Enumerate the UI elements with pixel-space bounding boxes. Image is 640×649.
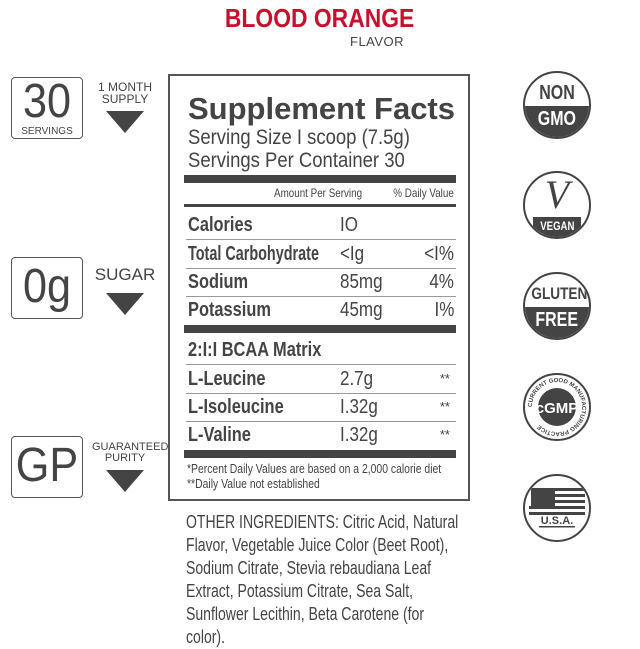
purity-note: GUARANTEED PURITY xyxy=(92,441,169,492)
divider xyxy=(186,268,456,269)
nutrient-dv: <I% xyxy=(424,243,454,265)
nutrient-amount: 85mg xyxy=(340,271,383,293)
col-dv-header: % Daily Value xyxy=(393,186,454,200)
other-ingredients: OTHER INGREDIENTS: Citric Acid, Natural … xyxy=(186,512,459,647)
divider xyxy=(184,204,456,207)
divider xyxy=(184,450,456,458)
nutrient-dv: I% xyxy=(434,299,454,321)
servings-label: SERVINGS xyxy=(21,126,73,137)
ingredient-name: L-Valine xyxy=(188,424,251,446)
divider xyxy=(186,421,456,422)
ingredient-dv: ** xyxy=(439,371,450,386)
nutrient-row: Potassium 45mg I% xyxy=(188,297,454,323)
nutrient-amount: 45mg xyxy=(340,299,383,321)
cgmp-ring: CURRENT GOOD MANUFACTURING PRACTICE cGMP xyxy=(528,378,586,436)
blend-row: L-Leucine 2.7g ** xyxy=(188,366,454,392)
triangle-down-icon xyxy=(106,111,144,133)
ingredient-dv: ** xyxy=(439,427,450,442)
facts-title: Supplement Facts xyxy=(188,91,455,126)
vegan-seal-icon: V VEGAN xyxy=(523,171,591,239)
footnote-dv: *Percent Daily Values are based on a 2,0… xyxy=(187,461,442,476)
nutrient-amount: IO xyxy=(340,214,358,236)
ingredient-name: L-Leucine xyxy=(188,368,266,390)
purity-mark: GP xyxy=(15,439,79,492)
ingredient-amount: I.32g xyxy=(340,396,378,418)
seal-center-text: cGMP xyxy=(536,400,579,417)
non-gmo-seal-icon: NON GMO xyxy=(523,71,591,139)
blend-title: 2:I:I BCAA Matrix xyxy=(188,339,322,361)
ingredient-dv: ** xyxy=(439,399,450,414)
seal-bottom-text: U.S.A. xyxy=(541,515,573,527)
ingredient-amount: 2.7g xyxy=(340,368,374,390)
seal-bottom-text: VEGAN xyxy=(539,219,575,233)
divider xyxy=(184,325,456,333)
sugar-badge: 0g xyxy=(11,257,83,319)
blend-title-row: 2:I:I BCAA Matrix xyxy=(188,337,454,363)
flavor-subtitle: FLAVOR xyxy=(350,34,405,49)
footnote-not-established: **Daily Value not established xyxy=(187,476,320,491)
sugar-note: SUGAR xyxy=(92,266,158,315)
purity-line-2: PURITY xyxy=(104,452,146,464)
divider xyxy=(186,296,456,297)
supply-line-1: 1 MONTH xyxy=(98,80,152,94)
sugar-amount: 0g xyxy=(22,260,72,313)
ingredient-amount: I.32g xyxy=(340,424,378,446)
supplement-facts-panel: Supplement Facts Serving Size I scoop (7… xyxy=(168,74,470,501)
blend-row: L-Valine I.32g ** xyxy=(188,422,454,448)
nutrient-dv: 4% xyxy=(429,271,454,293)
purity-badge: GP xyxy=(11,436,83,498)
seal-bottom-text: FREE xyxy=(535,309,579,331)
triangle-down-icon xyxy=(106,470,144,492)
ingredient-name: L-Isoleucine xyxy=(188,396,284,418)
supply-line-2: SUPPLY xyxy=(101,92,149,106)
gluten-free-seal-icon: GLUTEN FREE xyxy=(523,272,591,340)
nutrient-row: Total Carbohydrate <Ig <I% xyxy=(188,241,454,267)
divider xyxy=(186,239,456,240)
flag-icon: U.S.A. xyxy=(529,488,585,528)
flavor-title: BLOOD ORANGE xyxy=(0,3,640,33)
nutrient-amount: <Ig xyxy=(340,243,365,265)
nutrient-name: Potassium xyxy=(188,299,271,321)
seal-top-text: GLUTEN xyxy=(531,284,588,303)
purity-line-1: GUARANTEED xyxy=(92,441,169,453)
nutrient-name: Calories xyxy=(188,214,253,236)
triangle-down-icon xyxy=(106,293,144,315)
usa-flag-seal-icon: U.S.A. xyxy=(523,474,591,542)
divider xyxy=(186,393,456,394)
servings-per-container: Servings Per Container 30 xyxy=(188,149,405,172)
nutrient-row: Calories IO xyxy=(188,212,454,238)
product-name: BLOOD ORANGE xyxy=(225,3,415,33)
col-amount-header: Amount Per Serving xyxy=(274,186,363,200)
servings-count: 30 xyxy=(22,75,72,128)
seal-band: FREE xyxy=(525,307,589,338)
sugar-label: SUGAR xyxy=(94,265,156,284)
nutrient-name: Total Carbohydrate xyxy=(188,243,319,265)
supply-note: 1 MONTH SUPPLY xyxy=(92,81,158,133)
nutrient-row: Sodium 85mg 4% xyxy=(188,269,454,295)
seal-band: VEGAN xyxy=(533,217,581,237)
servings-badge: 30 SERVINGS xyxy=(11,77,83,139)
serving-size: Serving Size I scoop (7.5g) xyxy=(188,126,410,149)
seal-band: GMO xyxy=(525,106,589,137)
blend-row: L-Isoleucine I.32g ** xyxy=(188,394,454,420)
cgmp-seal-icon: CURRENT GOOD MANUFACTURING PRACTICE cGMP xyxy=(523,373,591,441)
seal-top-text: NON xyxy=(539,82,575,104)
nutrient-name: Sodium xyxy=(188,271,249,293)
divider xyxy=(184,175,456,183)
seal-bottom-text: GMO xyxy=(537,108,577,130)
seal-top-text: V xyxy=(544,172,570,217)
divider xyxy=(186,364,456,365)
